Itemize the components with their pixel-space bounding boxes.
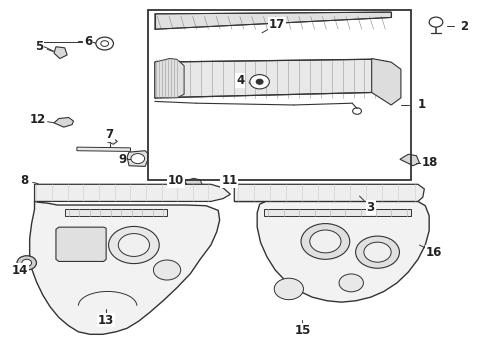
Text: 18: 18 xyxy=(422,156,439,169)
Polygon shape xyxy=(400,154,419,166)
Polygon shape xyxy=(30,202,220,334)
Circle shape xyxy=(131,154,145,163)
Polygon shape xyxy=(372,59,401,105)
Circle shape xyxy=(339,274,364,292)
Polygon shape xyxy=(155,12,391,29)
Polygon shape xyxy=(77,147,130,152)
Circle shape xyxy=(96,37,114,50)
Text: 10: 10 xyxy=(168,174,184,187)
Circle shape xyxy=(429,17,443,27)
Polygon shape xyxy=(155,59,184,98)
Polygon shape xyxy=(155,59,391,98)
Text: 8: 8 xyxy=(21,174,29,187)
Text: 11: 11 xyxy=(221,174,238,187)
Polygon shape xyxy=(127,151,147,166)
Polygon shape xyxy=(106,136,117,144)
Circle shape xyxy=(250,75,270,89)
Text: 16: 16 xyxy=(426,246,442,258)
Text: 14: 14 xyxy=(12,264,28,276)
Text: 7: 7 xyxy=(105,128,114,141)
Text: 15: 15 xyxy=(294,324,311,337)
Text: 12: 12 xyxy=(30,113,46,126)
Polygon shape xyxy=(56,227,106,261)
Circle shape xyxy=(310,230,341,253)
Polygon shape xyxy=(54,117,74,127)
Text: 5: 5 xyxy=(35,40,44,53)
Text: 3: 3 xyxy=(367,201,375,213)
Circle shape xyxy=(153,260,181,280)
Circle shape xyxy=(17,256,36,270)
Text: 2: 2 xyxy=(460,20,468,33)
Polygon shape xyxy=(34,184,230,202)
Polygon shape xyxy=(223,178,238,188)
Circle shape xyxy=(301,224,350,259)
Polygon shape xyxy=(234,202,429,302)
Text: 13: 13 xyxy=(98,314,114,327)
Polygon shape xyxy=(234,184,424,202)
Circle shape xyxy=(274,278,303,300)
Circle shape xyxy=(256,79,263,84)
Circle shape xyxy=(109,226,159,264)
Circle shape xyxy=(364,242,391,262)
Circle shape xyxy=(356,236,399,268)
Text: 4: 4 xyxy=(236,74,244,87)
Text: 6: 6 xyxy=(84,35,92,48)
Text: 1: 1 xyxy=(417,99,425,112)
Circle shape xyxy=(22,259,31,266)
Bar xyxy=(147,10,411,180)
Polygon shape xyxy=(54,47,67,59)
Polygon shape xyxy=(65,208,167,216)
Text: 17: 17 xyxy=(269,18,285,31)
Circle shape xyxy=(118,234,149,256)
Polygon shape xyxy=(186,178,202,187)
Text: 9: 9 xyxy=(118,153,126,166)
Circle shape xyxy=(101,41,109,46)
Polygon shape xyxy=(265,208,411,216)
